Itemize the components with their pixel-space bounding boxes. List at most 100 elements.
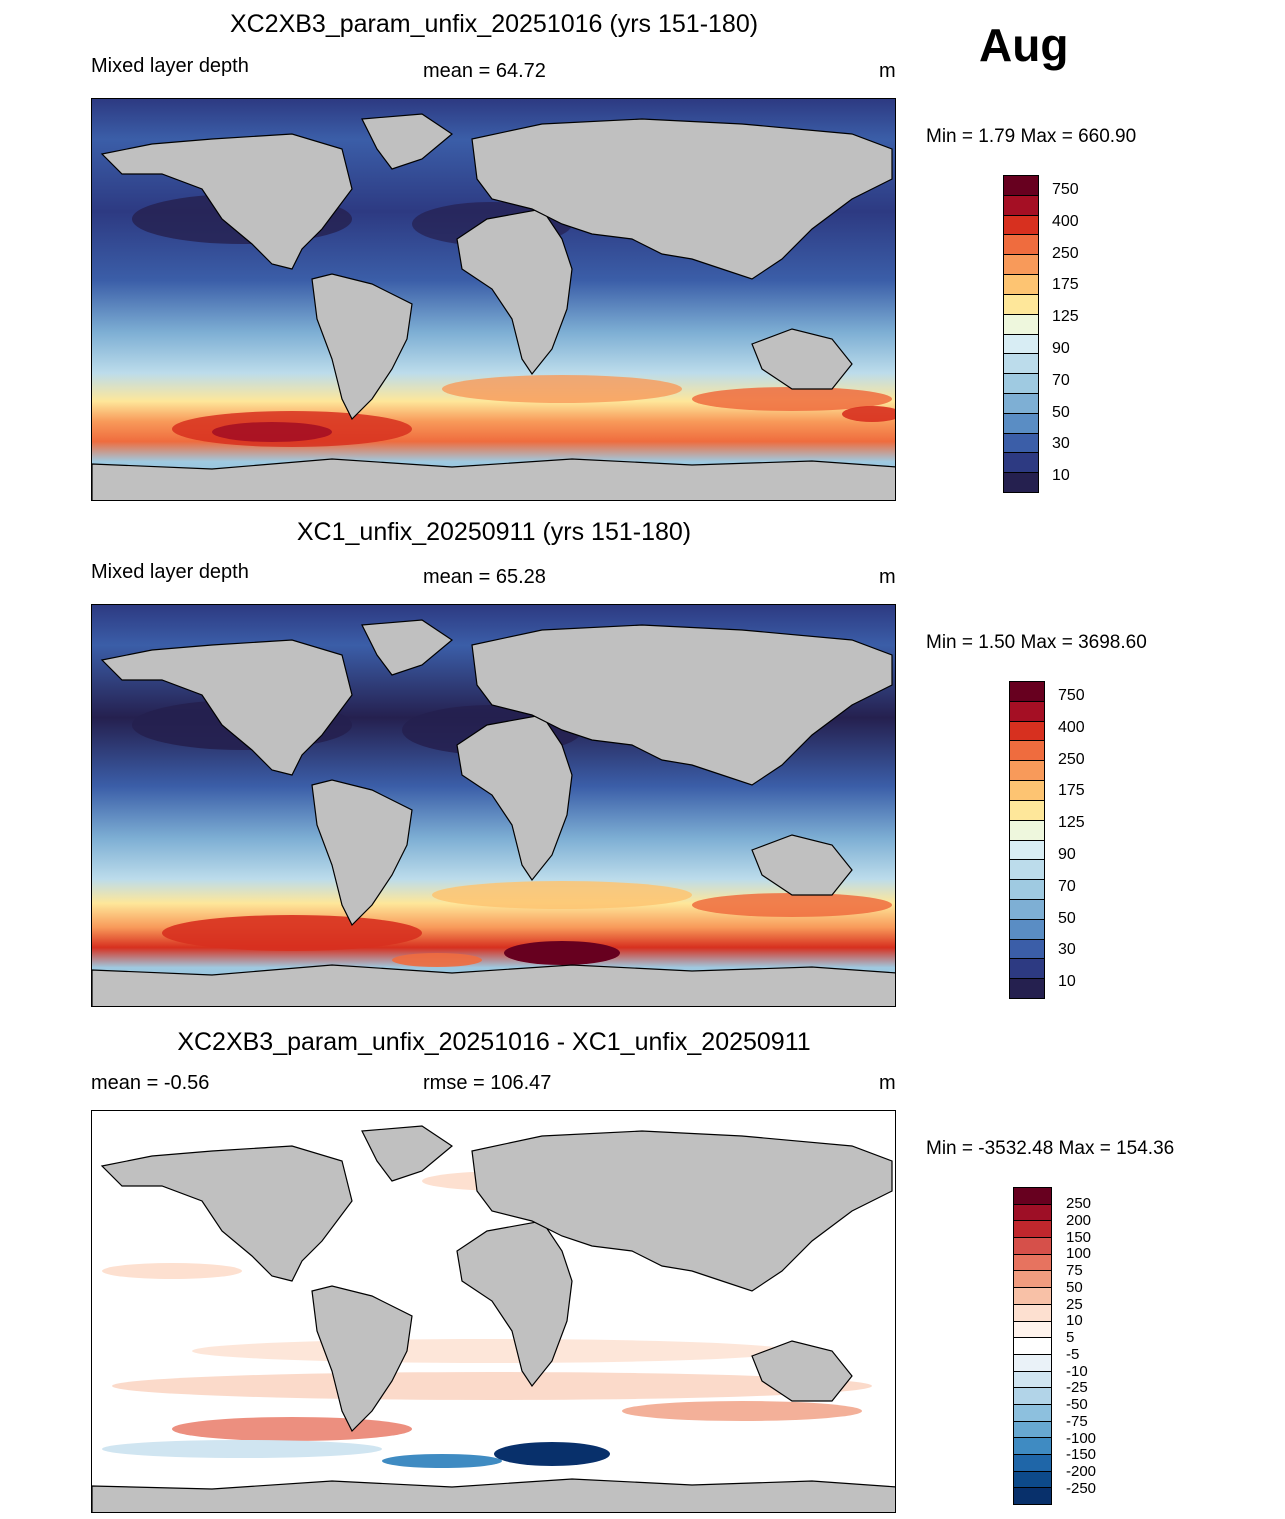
colorbar-swatch	[1014, 1204, 1051, 1222]
colorbar-swatch	[1010, 701, 1044, 722]
colorbar-label: 70	[1058, 877, 1076, 895]
colorbar-label: 200	[1066, 1211, 1092, 1229]
colorbar-swatch	[1014, 1304, 1051, 1322]
panel-3-mean-label: mean = -0.56	[91, 1072, 210, 1094]
colorbar-swatch	[1010, 860, 1044, 881]
colorbar-swatch	[1004, 314, 1038, 335]
panel-1-title: XC2XB3_param_unfix_20251016 (yrs 151-180…	[229, 10, 759, 38]
colorbar-swatch	[1010, 840, 1044, 861]
panel-1-variable-label: Mixed layer depth	[91, 55, 249, 77]
colorbar-swatch	[1010, 899, 1044, 920]
panel-3-colorbar	[1013, 1187, 1052, 1505]
panel-2-map	[91, 604, 896, 1007]
colorbar-swatch	[1004, 215, 1038, 236]
colorbar-swatch	[1004, 294, 1038, 315]
colorbar-label: 50	[1058, 909, 1076, 927]
colorbar-swatch	[1004, 176, 1038, 196]
colorbar-label: 50	[1052, 403, 1070, 421]
colorbar-swatch	[1004, 235, 1038, 256]
panel-3-rmse-label: rmse = 106.47	[423, 1072, 552, 1094]
colorbar-swatch	[1004, 433, 1038, 454]
colorbar-label: 75	[1066, 1262, 1083, 1279]
colorbar-swatch	[1004, 453, 1038, 474]
colorbar-label: 90	[1058, 846, 1076, 863]
colorbar-label: 25	[1066, 1295, 1083, 1313]
colorbar-swatch	[1014, 1238, 1051, 1255]
colorbar-swatch	[1014, 1388, 1051, 1405]
colorbar-swatch	[1010, 682, 1044, 702]
colorbar-label: 10	[1058, 973, 1076, 991]
panel-3-minmax-label: Min = -3532.48 Max = 154.36	[926, 1138, 1175, 1159]
colorbar-swatch	[1004, 374, 1038, 394]
colorbar-label: 5	[1066, 1329, 1075, 1346]
month-label: Aug	[979, 19, 1069, 71]
colorbar-swatch	[1004, 195, 1038, 216]
colorbar-swatch	[1004, 393, 1038, 414]
colorbar-swatch	[1014, 1404, 1051, 1422]
colorbar-swatch	[1014, 1371, 1051, 1389]
colorbar-swatch	[1010, 721, 1044, 742]
colorbar-swatch	[1010, 781, 1044, 801]
colorbar-swatch	[1014, 1488, 1051, 1505]
colorbar-label: 750	[1058, 687, 1085, 704]
colorbar-label: 100	[1066, 1245, 1092, 1263]
colorbar-swatch	[1014, 1321, 1051, 1339]
colorbar-label: 30	[1052, 435, 1070, 453]
colorbar-swatch	[1014, 1221, 1051, 1239]
colorbar-label: 90	[1052, 340, 1070, 357]
panel-2-minmax-label: Min = 1.50 Max = 3698.60	[926, 632, 1147, 653]
colorbar-swatch	[1010, 741, 1044, 762]
panel-1-minmax-label: Min = 1.79 Max = 660.90	[926, 126, 1137, 147]
colorbar-swatch	[1010, 919, 1044, 940]
colorbar-label: -200	[1066, 1463, 1097, 1480]
colorbar-label: -75	[1066, 1412, 1088, 1430]
colorbar-label: 400	[1052, 212, 1079, 230]
colorbar-label: -150	[1066, 1446, 1097, 1464]
colorbar-swatch	[1004, 275, 1038, 295]
colorbar-label: 250	[1058, 750, 1085, 768]
panel-2-variable-label: Mixed layer depth	[91, 561, 249, 583]
colorbar-label: -10	[1066, 1362, 1088, 1380]
colorbar-swatch	[1004, 473, 1038, 492]
colorbar-label: -25	[1066, 1379, 1088, 1397]
colorbar-label: 250	[1066, 1195, 1092, 1212]
colorbar-label: -250	[1066, 1479, 1097, 1497]
colorbar-swatch	[1010, 761, 1044, 782]
colorbar-swatch	[1010, 880, 1044, 900]
colorbar-label: 175	[1058, 782, 1085, 800]
panel-3-unit-label: m	[879, 1072, 896, 1094]
colorbar-label: 50	[1066, 1278, 1083, 1296]
colorbar-swatch	[1010, 979, 1044, 998]
colorbar-label: -100	[1066, 1429, 1097, 1447]
panel-1-unit-label: m	[879, 60, 896, 82]
panel-2-colorbar	[1009, 681, 1045, 999]
colorbar-label: 400	[1058, 718, 1085, 736]
panel-1-mean-label: mean = 64.72	[423, 60, 546, 82]
colorbar-swatch	[1010, 959, 1044, 980]
panel-1-map	[91, 98, 896, 501]
colorbar-label: 10	[1052, 467, 1070, 485]
colorbar-swatch	[1014, 1455, 1051, 1472]
colorbar-label: 10	[1066, 1312, 1083, 1330]
panel-3-map	[91, 1110, 896, 1513]
colorbar-swatch	[1014, 1354, 1051, 1372]
colorbar-swatch	[1004, 255, 1038, 276]
colorbar-swatch	[1004, 334, 1038, 355]
colorbar-swatch	[1004, 354, 1038, 375]
colorbar-swatch	[1014, 1271, 1051, 1289]
colorbar-label: -5	[1066, 1345, 1080, 1363]
colorbar-label: 125	[1058, 814, 1085, 832]
colorbar-swatch	[1014, 1438, 1051, 1455]
colorbar-swatch	[1010, 939, 1044, 960]
panel-2-mean-label: mean = 65.28	[423, 566, 546, 588]
colorbar-label: -50	[1066, 1396, 1088, 1413]
colorbar-label: 750	[1052, 181, 1079, 198]
colorbar-label: 125	[1052, 308, 1079, 326]
colorbar-swatch	[1010, 800, 1044, 821]
panel-2-unit-label: m	[879, 566, 896, 588]
colorbar-label: 175	[1052, 276, 1079, 294]
colorbar-label: 250	[1052, 244, 1079, 262]
panel-3-title: XC2XB3_param_unfix_20251016 - XC1_unfix_…	[177, 1028, 811, 1056]
colorbar-swatch	[1014, 1188, 1051, 1205]
panel-1-colorbar	[1003, 175, 1039, 493]
